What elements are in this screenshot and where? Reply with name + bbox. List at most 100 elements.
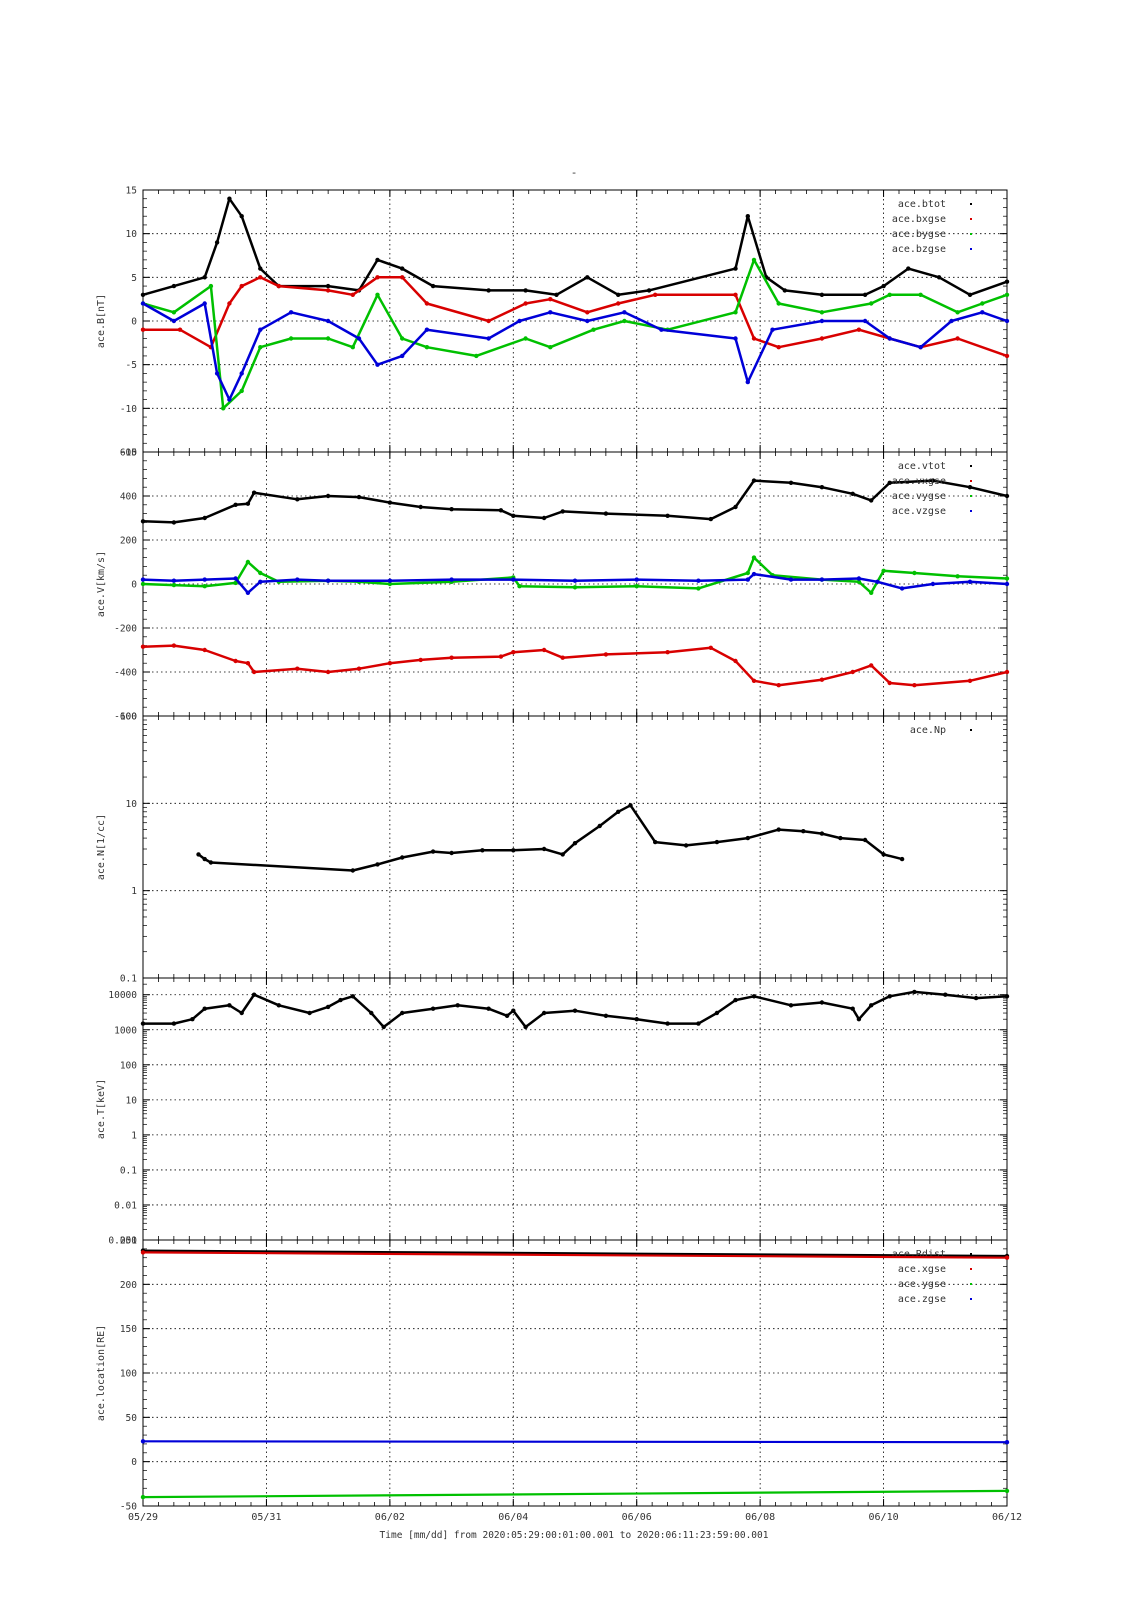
- data-point: [356, 666, 362, 671]
- data-point: [603, 652, 609, 657]
- data-point: [887, 480, 892, 485]
- data-point: [418, 657, 423, 663]
- y-axis-label: ace.location[RE]: [96, 1325, 107, 1421]
- data-point: [400, 353, 405, 359]
- data-point: [745, 379, 750, 385]
- legend-label: ace.zgse: [898, 1294, 946, 1305]
- y-tick-label: 0.01: [114, 1200, 137, 1211]
- y-tick-label: 150: [120, 1324, 137, 1335]
- y-tick-label: 10: [126, 229, 138, 240]
- series-line: [142, 197, 1008, 297]
- data-point: [350, 994, 355, 999]
- y-tick-label: 1000: [114, 1025, 137, 1036]
- data-point: [628, 803, 633, 808]
- data-point: [523, 336, 528, 341]
- data-point: [140, 1250, 146, 1255]
- data-point: [776, 301, 781, 306]
- data-point: [745, 214, 750, 219]
- data-point: [899, 586, 905, 591]
- data-point: [258, 579, 263, 584]
- data-point: [523, 288, 528, 293]
- data-point: [171, 283, 177, 289]
- series-line: [142, 1251, 1008, 1259]
- data-point: [1004, 994, 1010, 999]
- data-point: [400, 336, 405, 341]
- data-point: [585, 310, 590, 315]
- data-point: [634, 584, 639, 589]
- panel-5: -50 0 50 100 150 200 250 ace.location[RE] ace.Rd…: [96, 1236, 1010, 1513]
- data-point: [862, 318, 868, 324]
- data-point: [202, 515, 207, 521]
- data-point: [745, 570, 750, 576]
- series-line: [197, 804, 903, 872]
- legend-marker: [970, 1283, 972, 1285]
- data-point: [208, 860, 214, 865]
- data-point: [819, 677, 825, 682]
- data-point: [634, 1017, 639, 1022]
- data-point: [862, 292, 868, 297]
- data-point: [430, 283, 436, 289]
- data-point: [560, 852, 565, 857]
- data-point: [214, 371, 220, 376]
- data-point: [541, 515, 547, 521]
- series-line: [142, 644, 1008, 687]
- data-point: [967, 579, 973, 584]
- data-point: [856, 579, 862, 584]
- data-point: [1004, 576, 1010, 581]
- data-point: [140, 301, 146, 306]
- data-point: [733, 292, 738, 297]
- y-tick-label: -5: [126, 360, 137, 371]
- y-tick-label: 10: [126, 1095, 138, 1106]
- x-tick-label: 05/31: [251, 1512, 281, 1523]
- data-point: [202, 856, 207, 862]
- data-point: [554, 292, 559, 297]
- data-point: [202, 1006, 207, 1011]
- data-point: [258, 275, 263, 280]
- data-point: [541, 846, 547, 852]
- data-point: [449, 577, 454, 582]
- data-point: [1004, 1488, 1010, 1494]
- data-point: [375, 862, 380, 867]
- data-point: [751, 257, 757, 263]
- y-tick-label: 600: [120, 448, 137, 459]
- data-point: [745, 835, 750, 841]
- data-point: [634, 577, 639, 582]
- legend-label: ace.Np: [910, 725, 946, 736]
- data-point: [424, 301, 430, 306]
- data-point: [400, 266, 405, 271]
- data-point: [943, 992, 948, 997]
- data-point: [190, 1017, 195, 1022]
- data-point: [708, 645, 713, 650]
- legend-marker: [970, 248, 972, 250]
- data-point: [449, 507, 454, 512]
- data-point: [288, 310, 294, 315]
- y-tick-label: -10: [120, 404, 137, 415]
- data-point: [659, 327, 664, 332]
- x-tick-label: 06/12: [992, 1512, 1022, 1523]
- data-point: [745, 577, 750, 582]
- data-point: [665, 1021, 670, 1026]
- data-point: [838, 835, 843, 841]
- data-point: [751, 571, 757, 577]
- data-point: [653, 839, 658, 845]
- data-point: [196, 852, 201, 857]
- data-point: [227, 397, 232, 402]
- y-axis-label: ace.V[km/s]: [96, 551, 107, 617]
- series-line: [142, 1249, 1008, 1258]
- data-point: [881, 568, 886, 573]
- legend-marker: [970, 203, 972, 205]
- data-point: [560, 655, 565, 660]
- data-point: [430, 849, 436, 854]
- data-point: [517, 584, 522, 589]
- data-point: [881, 283, 886, 289]
- x-tick-label: 06/02: [375, 1512, 405, 1523]
- legend-label: ace.xgse: [898, 1264, 946, 1275]
- series-line: [142, 572, 1008, 595]
- panel-frame: [142, 977, 1008, 1241]
- data-point: [936, 275, 942, 280]
- data-point: [375, 275, 380, 280]
- data-point: [511, 513, 516, 518]
- x-tick-label: 05/29: [128, 1512, 158, 1523]
- legend-marker: [970, 1253, 972, 1255]
